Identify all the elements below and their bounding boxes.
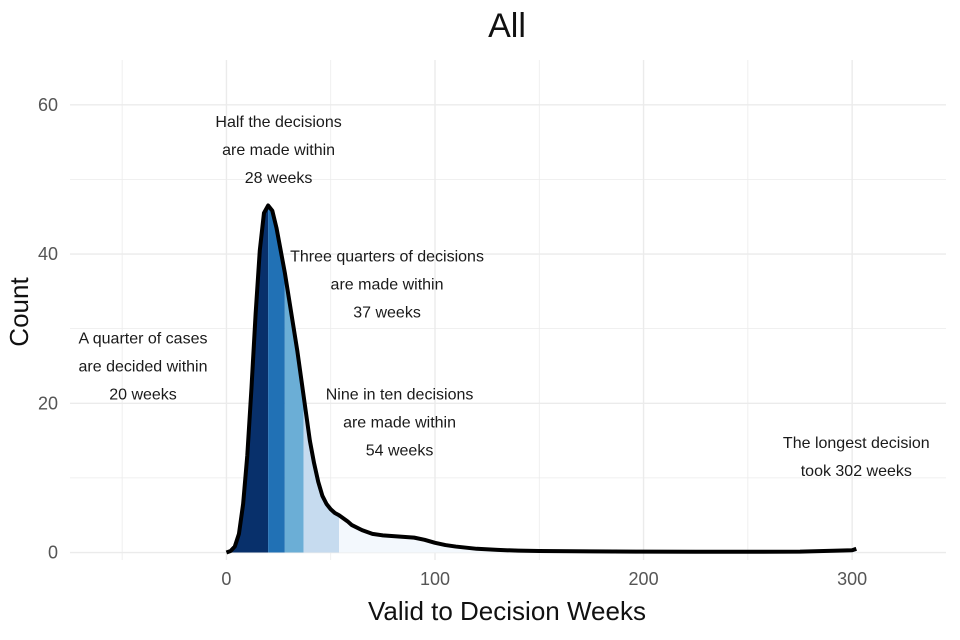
annotation-line: 54 weeks bbox=[366, 443, 434, 460]
annotation: Nine in ten decisions are made within 54 w… bbox=[326, 387, 474, 460]
annotation: A quarter of cases are decided within 20 w… bbox=[79, 331, 208, 404]
band-3 bbox=[284, 272, 304, 553]
annotation-line: Three quarters of decisions bbox=[290, 248, 484, 265]
band-5 bbox=[339, 515, 857, 553]
x-axis-title: Valid to Decision Weeks bbox=[368, 596, 646, 626]
chart-title: All bbox=[488, 7, 526, 45]
annotation-line: A quarter of cases bbox=[79, 331, 208, 348]
annotation-line: took 302 weeks bbox=[801, 463, 912, 480]
annotation-line: 20 weeks bbox=[109, 387, 177, 404]
annotations: A quarter of cases are decided within 20 w… bbox=[79, 114, 930, 480]
annotation: Three quarters of decisions are made with… bbox=[290, 248, 484, 321]
annotation-line: are made within bbox=[343, 415, 456, 432]
y-tick-label: 20 bbox=[38, 393, 58, 413]
x-tick-label: 0 bbox=[221, 569, 231, 589]
annotation-line: Half the decisions bbox=[215, 114, 341, 131]
y-tick-label: 60 bbox=[38, 95, 58, 115]
annotation-line: are made within bbox=[222, 142, 335, 159]
y-axis-ticks: 0 20 40 60 bbox=[38, 95, 58, 563]
band-4 bbox=[303, 395, 340, 553]
annotation: Half the decisions are made within 28 week… bbox=[215, 114, 341, 187]
annotation-line: Nine in ten decisions bbox=[326, 387, 474, 404]
x-tick-label: 300 bbox=[837, 569, 867, 589]
annotation-line: 28 weeks bbox=[245, 170, 313, 187]
annotation-line: are decided within bbox=[79, 359, 208, 376]
x-tick-label: 100 bbox=[420, 569, 450, 589]
y-tick-label: 0 bbox=[48, 543, 58, 563]
density-curve bbox=[225, 203, 857, 555]
band-2 bbox=[268, 205, 285, 553]
x-axis-ticks: 0 100 200 300 bbox=[221, 569, 867, 589]
annotation-line: 37 weeks bbox=[353, 304, 421, 321]
y-tick-label: 40 bbox=[38, 244, 58, 264]
annotation-line: The longest decision bbox=[783, 435, 930, 452]
annotation-line: are made within bbox=[331, 276, 444, 293]
x-tick-label: 200 bbox=[629, 569, 659, 589]
y-axis-title: Count bbox=[4, 277, 34, 347]
annotation: The longest decision took 302 weeks bbox=[783, 435, 930, 480]
